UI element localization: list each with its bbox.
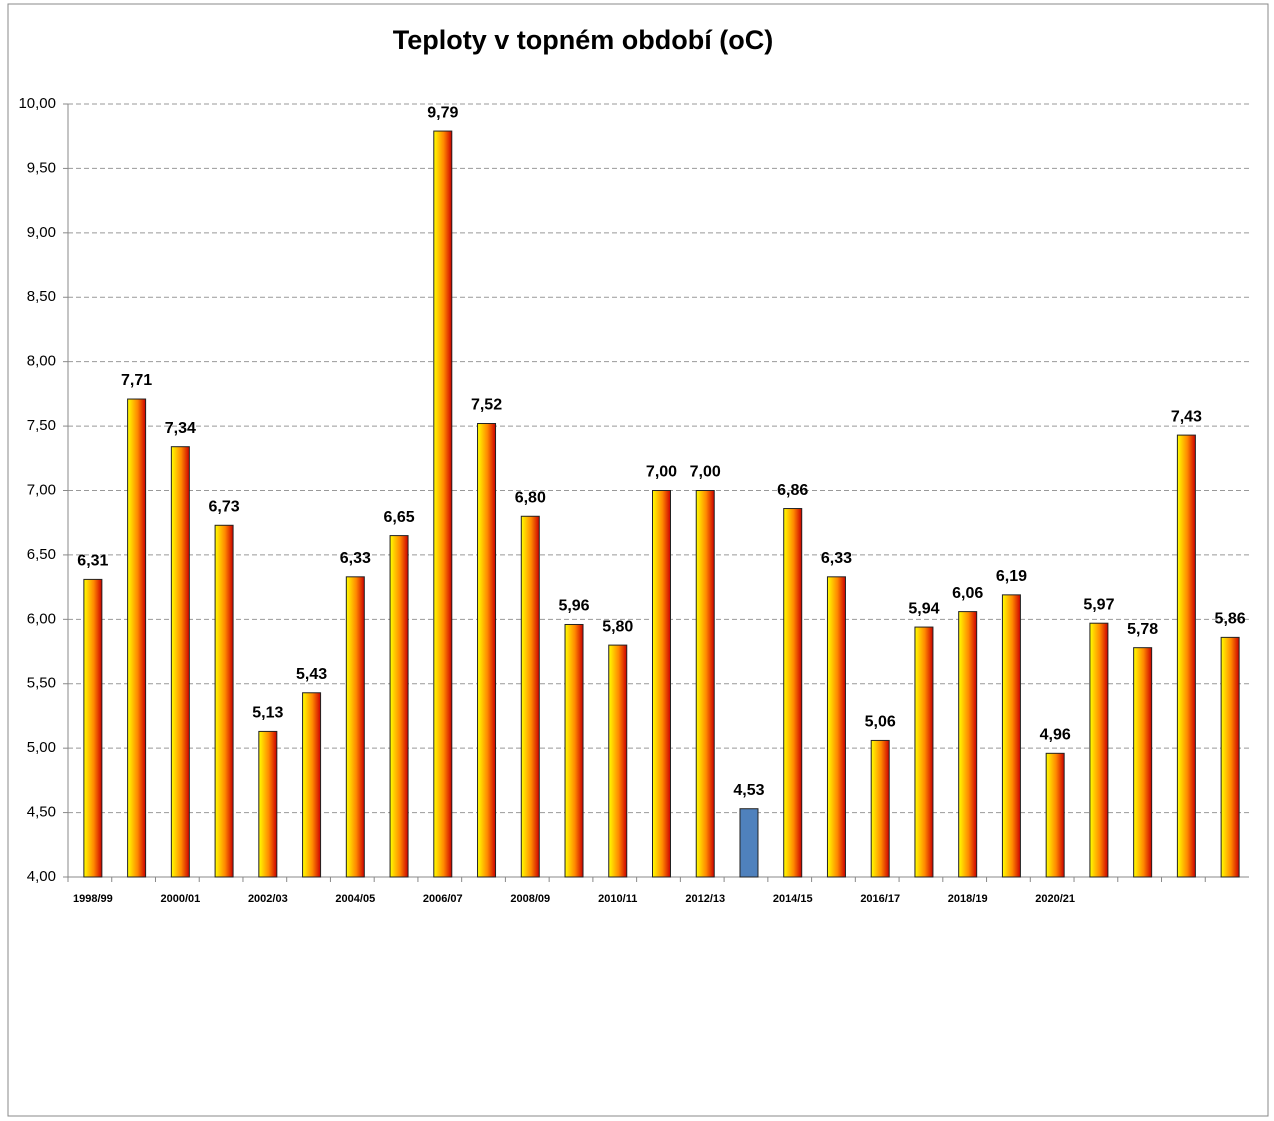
bar (433, 130, 453, 878)
y-tick-label: 7,50 (27, 417, 56, 434)
bar (914, 626, 934, 878)
bar (1045, 752, 1065, 878)
x-tick-label: 2010/11 (598, 893, 637, 905)
x-tick-label: 2000/01 (160, 893, 200, 905)
bar (608, 644, 628, 878)
x-tick-label: 2008/09 (510, 893, 550, 905)
bar (345, 576, 365, 878)
value-label: 7,43 (1171, 408, 1202, 425)
value-label: 6,06 (952, 585, 983, 602)
bar (870, 739, 890, 878)
bar (127, 398, 147, 878)
y-tick-label: 7,00 (27, 481, 56, 498)
bar (783, 508, 803, 878)
value-label: 6,33 (340, 550, 371, 567)
bar (1176, 434, 1196, 878)
y-tick-label: 4,00 (27, 868, 56, 885)
x-tick-label: 2014/15 (773, 893, 813, 905)
value-label: 5,97 (1083, 596, 1114, 613)
x-tick-label: 2004/05 (335, 893, 375, 905)
y-tick-label: 5,00 (27, 739, 56, 756)
y-tick-label: 4,50 (27, 804, 56, 821)
value-label: 6,19 (996, 568, 1027, 585)
value-label: 5,06 (865, 714, 896, 731)
value-label: 6,33 (821, 550, 852, 567)
value-label: 6,73 (209, 499, 240, 516)
bar (958, 611, 978, 878)
value-label: 7,34 (165, 420, 196, 437)
x-tick-label: 2016/17 (860, 893, 900, 905)
value-label: 5,13 (252, 705, 283, 722)
x-tick-label: 2012/13 (685, 893, 725, 905)
value-label: 7,00 (646, 464, 677, 481)
value-label: 6,31 (77, 553, 108, 570)
chart-title: Teploty v topném období (oC) (393, 25, 773, 55)
bar (1220, 636, 1240, 878)
bar (826, 576, 846, 878)
value-label: 6,65 (383, 509, 414, 526)
value-label: 5,96 (558, 598, 589, 615)
bar (83, 578, 103, 878)
bar (302, 692, 322, 878)
x-tick-label: 2020/21 (1035, 893, 1075, 905)
x-tick-label: 1998/99 (73, 893, 113, 905)
value-label: 5,94 (908, 600, 939, 617)
value-label: 5,43 (296, 666, 327, 683)
bar (170, 446, 190, 878)
value-label: 7,52 (471, 397, 502, 414)
bar (695, 490, 715, 878)
bar (477, 423, 497, 878)
bar (1001, 594, 1021, 878)
chart-frame (7, 3, 1269, 1117)
value-label: 5,80 (602, 618, 633, 635)
value-label: 7,00 (690, 464, 721, 481)
x-tick-label: 2006/07 (423, 893, 463, 905)
y-tick-label: 6,00 (27, 610, 56, 627)
x-tick-label: 2002/03 (248, 893, 288, 905)
x-tick-label: 2018/19 (948, 893, 988, 905)
y-tick-label: 6,50 (27, 546, 56, 563)
value-label: 6,86 (777, 482, 808, 499)
bar (739, 808, 759, 878)
bar (1089, 622, 1109, 878)
y-tick-label: 9,00 (27, 224, 56, 241)
value-label: 5,86 (1215, 611, 1246, 628)
y-tick-label: 5,50 (27, 675, 56, 692)
value-label: 7,71 (121, 372, 152, 389)
bar (258, 730, 278, 878)
bar (520, 515, 540, 878)
bar (214, 524, 234, 878)
value-label: 9,79 (427, 104, 458, 121)
y-tick-label: 10,00 (18, 95, 56, 112)
y-tick-label: 9,50 (27, 159, 56, 176)
bar (389, 535, 409, 878)
y-tick-label: 8,50 (27, 288, 56, 305)
bar (652, 490, 671, 878)
bar (564, 623, 584, 878)
y-tick-label: 8,00 (27, 353, 56, 370)
value-label: 5,78 (1127, 621, 1158, 638)
value-label: 4,53 (733, 782, 764, 799)
bar (1133, 647, 1153, 878)
value-label: 4,96 (1040, 727, 1071, 744)
value-label: 6,80 (515, 489, 546, 506)
